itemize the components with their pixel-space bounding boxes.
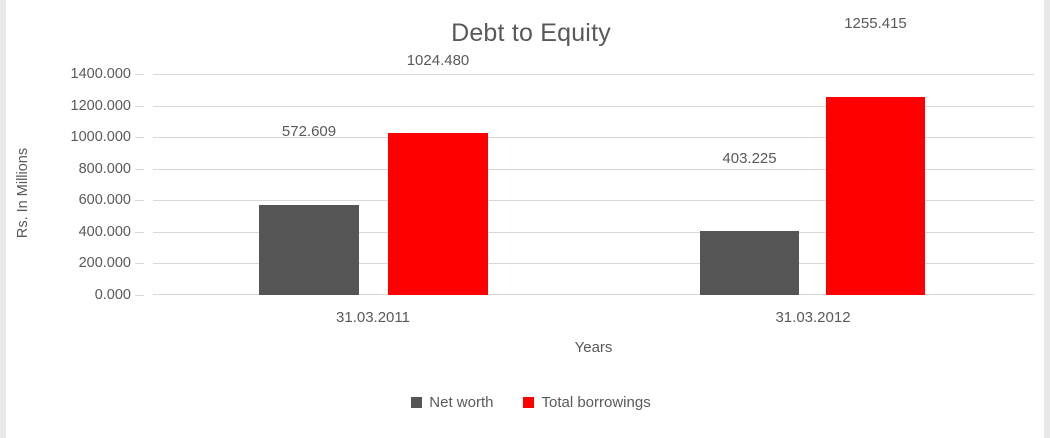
chart-title: Debt to Equity [451, 19, 611, 47]
y-tick-mark [135, 105, 144, 107]
data-label-total-borrowings-2011: 1024.480 [406, 52, 470, 69]
y-tick-mark [135, 74, 144, 75]
gridline [153, 168, 1034, 170]
y-tick-mark [135, 263, 144, 265]
y-tick-label: 1400.000 [70, 66, 131, 82]
y-tick-mark [135, 137, 144, 139]
legend-swatch-icon-net-worth [411, 397, 423, 408]
legend-item-net-worth[interactable]: Net worth [411, 394, 493, 411]
gridline [153, 263, 1034, 265]
data-label-net-worth-2011: 572.609 [281, 123, 337, 140]
x-axis-title: Years [574, 339, 613, 356]
data-label-total-borrowings-2012: 1255.415 [844, 15, 907, 32]
gridline [153, 200, 1034, 202]
legend-label-total-borrowings: Total borrowings [541, 394, 651, 411]
y-tick-mark [135, 295, 144, 296]
y-tick-label: 0.000 [94, 287, 131, 303]
gridline [153, 231, 1034, 233]
legend-item-total-borrowings[interactable]: Total borrowings [523, 394, 651, 411]
bar-net-worth-2012[interactable] [700, 231, 799, 295]
x-tick-label-2012: 31.03.2012 [775, 309, 851, 326]
legend-label-net-worth: Net worth [429, 394, 494, 411]
gridline [153, 294, 1034, 295]
bar-total-borrowings-2012[interactable] [826, 96, 925, 295]
legend-swatch-icon-total-borrowings [523, 397, 535, 408]
gridline [153, 137, 1034, 139]
bar-total-borrowings-2011[interactable] [388, 133, 488, 295]
plot-area: 572.609 1024.480 403.225 1255.415 [153, 15, 1034, 295]
bar-net-worth-2011[interactable] [259, 204, 359, 295]
gridline [153, 105, 1034, 107]
y-tick-mark [135, 231, 144, 233]
y-axis: 1400.000 1200.000 1000.000 800.000 600.0… [6, 66, 144, 303]
y-tick-label: 400.000 [78, 223, 131, 240]
y-tick-label: 1000.000 [70, 129, 131, 146]
x-tick-label-2011: 31.03.2011 [336, 309, 410, 326]
y-tick-label: 200.000 [78, 255, 131, 272]
y-tick-label: 600.000 [78, 192, 131, 209]
y-tick-label: 800.000 [78, 160, 131, 177]
gridline [153, 74, 1034, 75]
y-tick-label: 1200.000 [70, 97, 131, 114]
y-tick-mark [135, 168, 144, 170]
data-label-net-worth-2012: 403.225 [722, 150, 777, 167]
chart-legend: Net worth Total borrowings [6, 394, 1044, 411]
x-axis: 31.03.2011 31.03.2012 [153, 295, 1034, 355]
y-tick-mark [135, 200, 144, 202]
